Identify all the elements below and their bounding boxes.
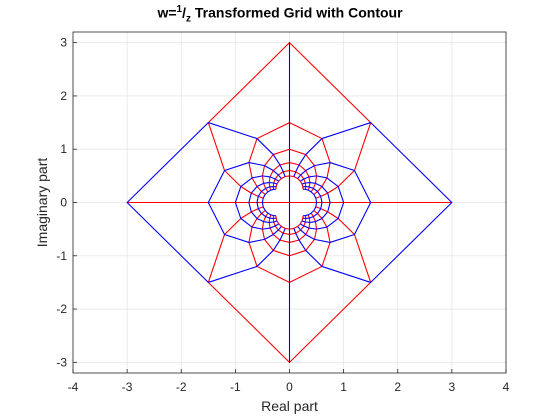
- x-tick-label: 4: [503, 380, 510, 394]
- blue-series-line: [256, 185, 277, 220]
- y-tick-label: 2: [60, 89, 67, 103]
- y-tick: -3: [56, 355, 77, 369]
- x-tick-label: 2: [394, 380, 401, 394]
- y-tick-label: -1: [56, 249, 67, 263]
- x-tick: -1: [230, 369, 241, 394]
- blue-series-line: [248, 181, 278, 224]
- y-tick-label: -3: [56, 355, 67, 369]
- blue-series-line: [126, 122, 286, 283]
- y-tick-label: 0: [60, 196, 67, 210]
- blue-series-line: [302, 185, 323, 220]
- x-tick: 1: [340, 369, 347, 394]
- y-tick-label: -2: [56, 302, 67, 316]
- y-tick: 0: [60, 196, 77, 210]
- blue-series-line: [301, 181, 331, 224]
- x-tick: 2: [394, 369, 401, 394]
- blue-series-line: [293, 122, 453, 283]
- y-tick-label: 3: [60, 36, 67, 50]
- blue-series-line: [300, 175, 345, 230]
- x-tick: -2: [176, 369, 187, 394]
- x-tick-label: -2: [176, 380, 187, 394]
- x-tick-label: -3: [122, 380, 133, 394]
- y-axis: -3 -2 -1 0 1 2 3: [56, 36, 77, 369]
- y-tick: -1: [56, 249, 77, 263]
- blue-series-line: [302, 188, 318, 217]
- x-tick-label: 0: [286, 380, 293, 394]
- y-tick: -2: [56, 302, 77, 316]
- blue-series-line: [261, 188, 277, 217]
- blue-series-line: [234, 175, 279, 230]
- x-tick: 4: [503, 369, 510, 394]
- blue-series-line: [297, 161, 372, 244]
- y-tick-label: 1: [60, 142, 67, 156]
- x-tick: -3: [122, 369, 133, 394]
- y-tick: 3: [60, 36, 77, 50]
- x-axis: -4 -3 -2 -1 0 1 2 3 4: [68, 369, 510, 394]
- chart-title: w=1/z Transformed Grid with Contour: [157, 4, 403, 25]
- y-axis-label: Imaginary part: [34, 158, 50, 248]
- x-axis-label: Real part: [261, 398, 318, 414]
- x-tick: 3: [449, 369, 456, 394]
- x-tick-label: 1: [340, 380, 347, 394]
- x-tick-label: -4: [68, 380, 79, 394]
- y-tick: 1: [60, 142, 77, 156]
- x-tick-label: -1: [230, 380, 241, 394]
- x-tick: -4: [68, 369, 79, 394]
- plot-area: [126, 42, 453, 363]
- y-tick: 2: [60, 89, 77, 103]
- blue-series-line: [207, 161, 282, 244]
- x-tick-label: 3: [449, 380, 456, 394]
- x-tick: 0: [286, 369, 293, 394]
